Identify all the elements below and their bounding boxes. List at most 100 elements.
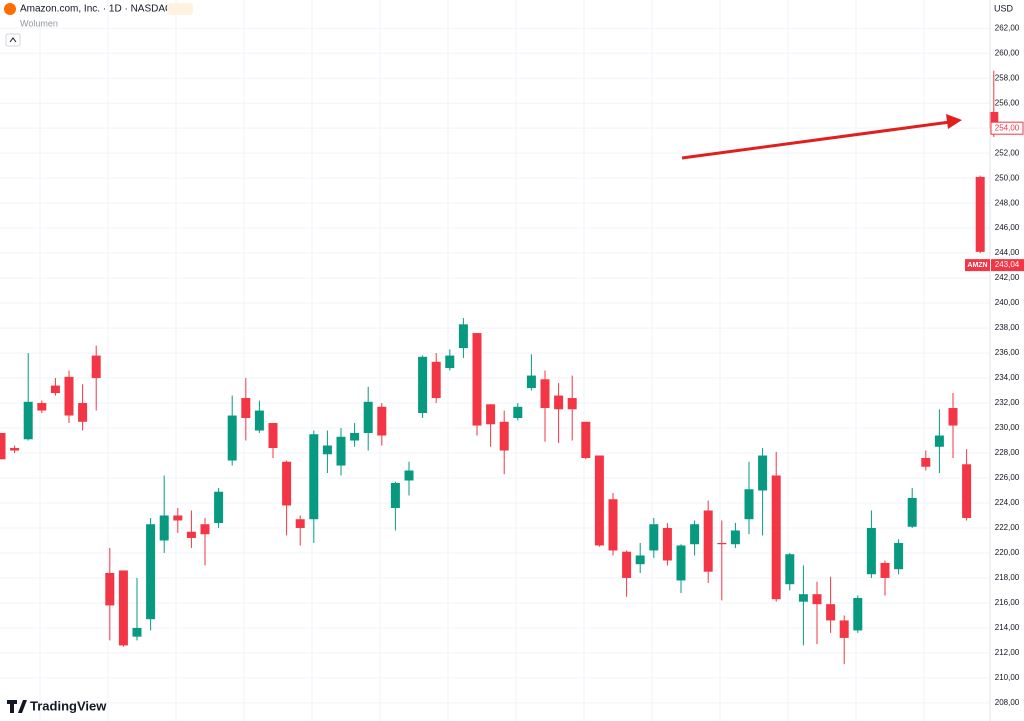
y-tick-label: 240,00 — [995, 298, 1020, 307]
candle-body — [649, 524, 659, 551]
candle-body — [934, 435, 944, 447]
candle-body — [241, 398, 251, 419]
candle-body — [526, 375, 536, 389]
candle-body — [962, 464, 972, 518]
candle-body — [907, 497, 917, 527]
candle-body — [336, 436, 346, 466]
y-tick-label: 232,00 — [995, 398, 1020, 407]
candle-body — [771, 475, 781, 600]
price-label: 254,00 — [995, 123, 1020, 132]
arrow-head — [946, 114, 962, 129]
candle-body — [10, 448, 20, 451]
candle-body — [0, 433, 6, 460]
y-tick-label: 262,00 — [995, 23, 1020, 32]
candle-body — [513, 406, 523, 419]
logo-icon — [4, 3, 16, 15]
y-tick-label: 256,00 — [995, 98, 1020, 107]
candle-body — [418, 356, 428, 414]
y-tick-label: 258,00 — [995, 73, 1020, 82]
badge — [167, 3, 193, 15]
y-tick-label: 216,00 — [995, 598, 1020, 607]
y-tick-label: 210,00 — [995, 673, 1020, 682]
candle-body — [431, 361, 441, 399]
grid — [0, 0, 990, 721]
candle-body — [581, 421, 591, 459]
candle-body — [282, 461, 292, 506]
candle-body — [594, 455, 604, 546]
candle-body — [91, 355, 101, 379]
y-tick-label: 214,00 — [995, 623, 1020, 632]
candle-body — [350, 433, 360, 441]
candle-body — [50, 385, 60, 394]
candle-body — [921, 458, 931, 467]
y-tick-label: 242,00 — [995, 273, 1020, 282]
candle-body — [717, 542, 727, 545]
candle-body — [853, 597, 863, 631]
y-tick-label: 230,00 — [995, 423, 1020, 432]
candle-body — [676, 545, 686, 581]
y-tick-label: 218,00 — [995, 573, 1020, 582]
candle-body — [812, 594, 822, 605]
candle-body — [540, 379, 550, 409]
y-tick-label: 248,00 — [995, 198, 1020, 207]
price-label-box — [990, 121, 1024, 135]
y-tick-label: 246,00 — [995, 223, 1020, 232]
candle-body — [254, 410, 264, 431]
candle-body — [744, 489, 754, 520]
candle-body — [227, 415, 237, 461]
candle-body — [690, 524, 700, 545]
candle-body — [214, 491, 224, 523]
candle-body — [404, 470, 414, 481]
collapse-button[interactable] — [5, 33, 21, 47]
y-tick-label: 252,00 — [995, 148, 1020, 157]
candle-body — [662, 527, 672, 561]
candle-body — [445, 355, 455, 369]
y-tick-label: 212,00 — [995, 648, 1020, 657]
candle-body — [567, 398, 577, 410]
candle-body — [377, 406, 387, 436]
currency: USD — [994, 3, 1014, 13]
candle-body — [132, 627, 142, 637]
candle-body — [730, 530, 740, 545]
candle-body — [173, 515, 183, 521]
candle-body — [118, 570, 128, 646]
candle-body — [839, 620, 849, 638]
candle-body — [880, 562, 890, 578]
y-tick-label: 238,00 — [995, 323, 1020, 332]
y-tick-label: 224,00 — [995, 498, 1020, 507]
candle-body — [200, 524, 210, 535]
candle-body — [472, 333, 482, 426]
subtitle: Wolumen — [20, 18, 58, 28]
candle-body — [295, 519, 305, 528]
candle-body — [608, 499, 618, 551]
candle-body — [989, 111, 999, 129]
candle-body — [948, 408, 958, 426]
collapse-icon — [9, 37, 17, 43]
candle-body — [486, 404, 496, 425]
candle-body — [635, 555, 645, 565]
price-axis: 208,00 210,00 212,00 214,00 216,00 218,00 220,… — [965, 23, 1024, 707]
candle-body — [798, 594, 808, 602]
y-tick-label: 220,00 — [995, 548, 1020, 557]
candle-body — [37, 403, 47, 411]
arrow-line — [681, 120, 951, 160]
brand: TradingView — [30, 698, 107, 713]
y-tick-label: 208,00 — [995, 698, 1020, 707]
y-tick-label: 236,00 — [995, 348, 1020, 357]
price-label: 243,04 — [995, 260, 1020, 269]
candle-body — [703, 510, 713, 572]
candle-body — [159, 515, 169, 541]
y-tick-label: 222,00 — [995, 523, 1020, 532]
candle-body — [268, 423, 278, 449]
chart-title: Amazon.com, Inc. · 1D · NASDAQ — [20, 4, 173, 15]
y-tick-label: 234,00 — [995, 373, 1020, 382]
candle-body — [785, 554, 795, 585]
brand-logo — [7, 700, 27, 713]
candle-body — [146, 524, 156, 620]
y-tick-label: 228,00 — [995, 448, 1020, 457]
candle-body — [866, 527, 876, 575]
candle-body — [554, 395, 564, 410]
candle-body — [390, 482, 400, 508]
candle-body — [826, 604, 836, 621]
